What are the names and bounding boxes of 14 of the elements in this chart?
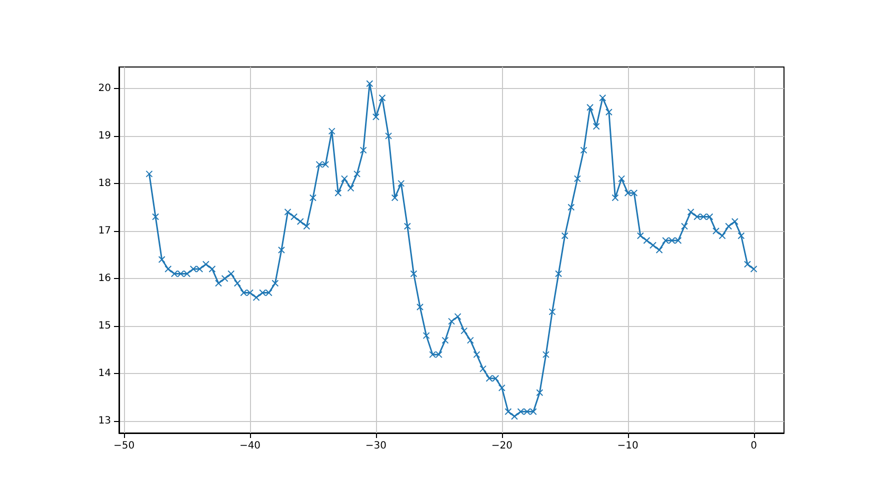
y-tick-label: 14 [98, 368, 111, 380]
y-tick-label: 19 [98, 130, 111, 142]
x-tick-label: −30 [365, 440, 386, 452]
x-tick-label: −10 [617, 440, 638, 452]
x-tick-label: −50 [113, 440, 135, 452]
x-tick-label: −20 [491, 440, 512, 452]
y-tick-label: 16 [98, 273, 111, 284]
y-tick-label: 15 [98, 320, 111, 332]
y-tick-label: 20 [98, 82, 111, 94]
x-tick-label: −40 [239, 440, 261, 452]
x-tick-label: 0 [750, 440, 757, 452]
y-tick-label: 13 [98, 416, 111, 427]
y-tick-label: 17 [98, 225, 111, 236]
y-tick-label: 18 [98, 178, 111, 189]
